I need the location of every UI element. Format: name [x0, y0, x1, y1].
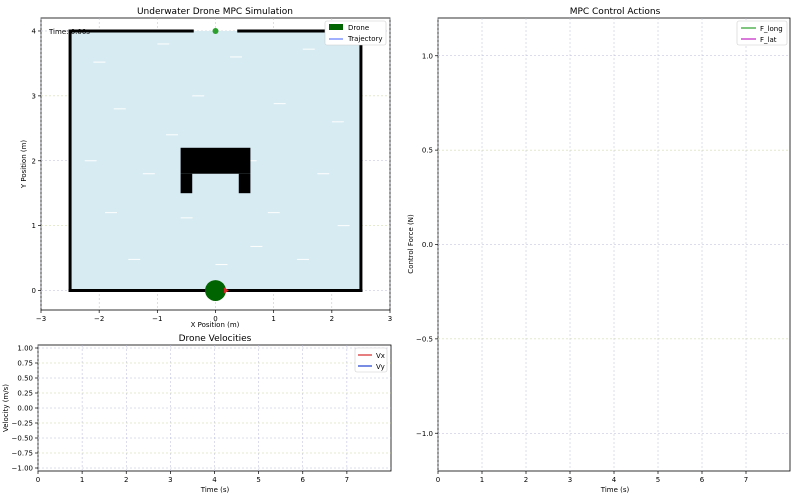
- y-tick-label: 0: [32, 287, 36, 295]
- x-tick-label: 7: [744, 476, 748, 484]
- x-tick-label: −2: [94, 315, 104, 323]
- control-y-label: Control Force (N): [407, 214, 415, 274]
- y-tick-label: −0.75: [12, 450, 33, 458]
- x-tick-label: 5: [256, 476, 260, 484]
- f-lat-legend-label: F_lat: [760, 36, 777, 44]
- simulation-legend: Drone Trajectory: [324, 20, 387, 46]
- time-readout: Time: 0.00s: [48, 28, 90, 36]
- x-tick-label: 0: [36, 476, 40, 484]
- x-tick-label: 7: [345, 476, 349, 484]
- x-tick-label: 3: [568, 476, 572, 484]
- x-tick-label: 3: [388, 315, 392, 323]
- velocity-grid: [37, 345, 391, 471]
- vy-legend-label: Vy: [376, 363, 385, 371]
- y-tick-label: 0.5: [422, 147, 433, 155]
- simulation-y-label: Y Position (m): [20, 140, 28, 190]
- obstacle-left-leg: [180, 173, 193, 194]
- velocity-x-ticks: 0 1 2 3 4 5 6 7: [36, 471, 349, 484]
- simulation-title: Underwater Drone MPC Simulation: [137, 7, 293, 17]
- water-texture: [84, 43, 350, 266]
- y-tick-label: 0.75: [17, 360, 33, 368]
- simulation-x-ticks: −3 −2 −1 0 1 2 3: [36, 310, 392, 323]
- simulation-x-label: X Position (m): [191, 321, 240, 329]
- x-tick-label: 3: [168, 476, 172, 484]
- y-tick-label: 4: [32, 27, 37, 35]
- x-tick-label: 1: [271, 315, 275, 323]
- x-tick-label: 6: [700, 476, 705, 484]
- simulation-y-ticks: 0 1 2 3 4: [32, 27, 41, 295]
- velocity-y-label: Velocity (m/s): [2, 384, 10, 432]
- velocity-panel: Drone Velocities 0 1 2 3 4 5 6 7 −1.00 −0.75 −0.5…: [2, 334, 392, 494]
- drone-legend-label: Drone: [348, 24, 369, 32]
- velocity-legend: Vx Vy: [354, 347, 388, 373]
- x-tick-label: 0: [436, 476, 440, 484]
- x-tick-label: −3: [36, 315, 46, 323]
- goal-point: [212, 27, 219, 34]
- y-tick-label: −0.25: [12, 420, 33, 428]
- trajectory-legend-label: Trajectory: [347, 35, 383, 43]
- y-tick-label: 2: [32, 157, 36, 165]
- obstacle-top-bar: [180, 147, 251, 174]
- y-tick-label: −1.00: [12, 465, 33, 473]
- x-tick-label: 0: [213, 315, 217, 323]
- x-tick-label: 2: [524, 476, 528, 484]
- drone-marker: [205, 280, 226, 302]
- obstacle-right-leg: [238, 173, 251, 194]
- x-tick-label: 1: [80, 476, 84, 484]
- x-tick-label: −1: [152, 315, 162, 323]
- y-tick-label: 1: [32, 222, 36, 230]
- x-tick-label: 1: [480, 476, 484, 484]
- x-tick-label: 4: [612, 476, 617, 484]
- x-tick-label: 2: [124, 476, 128, 484]
- y-tick-label: −0.50: [12, 435, 33, 443]
- control-x-ticks: 0 1 2 3 4 5 6 7: [436, 471, 748, 484]
- x-tick-label: 5: [656, 476, 660, 484]
- y-tick-label: 0.00: [17, 405, 33, 413]
- x-tick-label: 6: [301, 476, 306, 484]
- y-tick-label: 0.0: [422, 241, 433, 249]
- vx-legend-label: Vx: [376, 352, 385, 360]
- y-tick-label: 0.25: [17, 390, 33, 398]
- control-grid: [437, 18, 790, 471]
- y-tick-label: −1.0: [416, 430, 433, 438]
- control-legend: F_long F_lat: [736, 20, 788, 46]
- y-tick-label: 3: [32, 92, 36, 100]
- control-title: MPC Control Actions: [570, 7, 661, 17]
- y-tick-label: 1.0: [422, 52, 433, 60]
- velocity-x-label: Time (s): [200, 486, 230, 494]
- control-y-ticks: −1.0 −0.5 0.0 0.5 1.0: [416, 52, 438, 438]
- y-tick-label: −0.5: [416, 335, 433, 343]
- x-tick-label: 2: [330, 315, 334, 323]
- y-tick-label: 0.50: [17, 375, 33, 383]
- simulation-panel: Underwater Drone MPC Simulation −3 −2 −1 0 1…: [20, 7, 392, 329]
- y-tick-label: 1.00: [17, 345, 33, 353]
- x-tick-label: 4: [212, 476, 217, 484]
- control-panel: MPC Control Actions 0 1 2 3 4 5 6 7 −1.0 −0.5 0.0…: [407, 7, 791, 494]
- drone-legend-swatch: [329, 24, 343, 30]
- velocity-y-ticks: −1.00 −0.75 −0.50 −0.25 0.00 0.25 0.50 0.75 1.00: [12, 345, 38, 473]
- drone-heading-marker: [223, 287, 229, 294]
- control-x-label: Time (s): [600, 486, 630, 494]
- f-long-legend-label: F_long: [760, 25, 783, 33]
- velocity-title: Drone Velocities: [179, 334, 252, 344]
- obstacle: [180, 147, 251, 194]
